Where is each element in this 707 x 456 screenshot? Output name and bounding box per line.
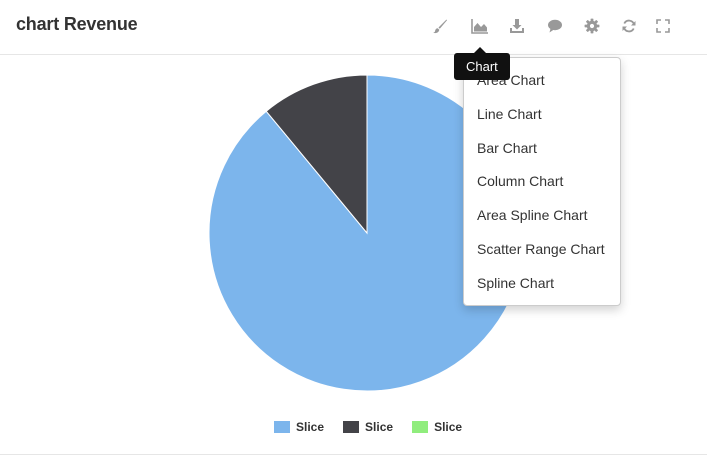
area-chart-icon[interactable]	[470, 16, 490, 36]
comment-icon[interactable]	[545, 16, 565, 36]
chart-tooltip: Chart	[454, 47, 510, 80]
legend-label: Slice	[365, 420, 394, 434]
gear-icon[interactable]	[582, 16, 602, 36]
legend-item[interactable]: Slice	[412, 420, 462, 434]
menu-item-column-chart[interactable]: Column Chart	[477, 173, 564, 190]
menu-item-scatter-range-chart[interactable]: Scatter Range Chart	[477, 240, 605, 257]
chart-type-menu: Area Chart Line Chart Bar Chart Column C…	[463, 57, 621, 306]
legend-swatch	[412, 421, 429, 433]
download-icon[interactable]	[507, 16, 527, 36]
chart-title: chart Revenue	[16, 14, 138, 34]
chart-legend: Slice Slice Slice	[274, 419, 481, 435]
menu-item-spline-chart[interactable]: Spline Chart	[477, 274, 555, 291]
legend-swatch	[343, 421, 360, 433]
legend-swatch	[274, 421, 290, 433]
fullscreen-icon[interactable]	[653, 16, 673, 36]
menu-item-bar-chart[interactable]: Bar Chart	[477, 139, 537, 156]
legend-item[interactable]: Slice	[274, 420, 324, 434]
bottom-border	[0, 454, 707, 455]
legend-item[interactable]: Slice	[343, 420, 393, 434]
legend-label: Slice	[434, 420, 463, 434]
paintbrush-icon[interactable]	[430, 16, 450, 36]
refresh-icon[interactable]	[619, 16, 639, 36]
menu-item-line-chart[interactable]: Line Chart	[477, 105, 542, 122]
legend-label: Slice	[296, 420, 325, 434]
chart-header: chart Revenue	[0, 0, 707, 55]
pie-slice-1[interactable]	[265, 74, 368, 235]
menu-item-area-spline-chart[interactable]: Area Spline Chart	[477, 207, 588, 224]
